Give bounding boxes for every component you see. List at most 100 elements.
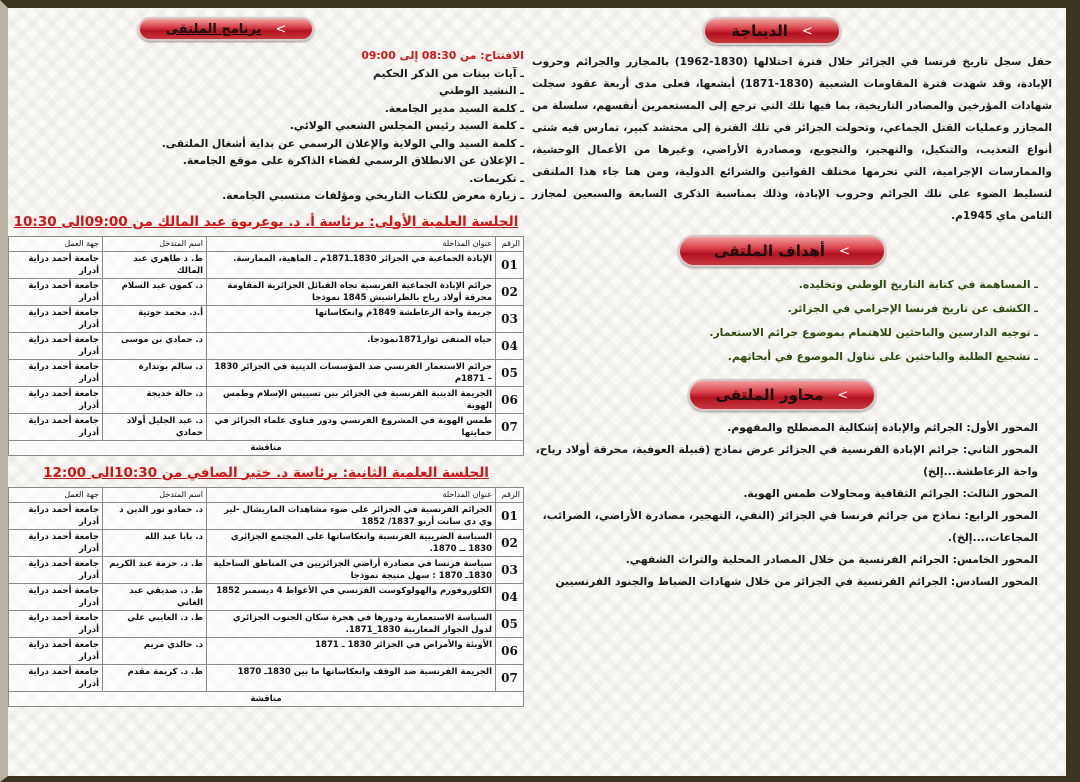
speaker-name: ط. د. كريمة مقدم bbox=[102, 663, 207, 692]
speaker-name: د. عبد الجليل أولاد حمادي bbox=[102, 412, 207, 441]
goals-list: ـ المساهمة في كتابة التاريخ الوطني وتخلي… bbox=[532, 273, 1038, 369]
discussion-label: مناقشة bbox=[8, 439, 524, 456]
table-row: 07 طمس الهوية في المشروع الفرنسي ودور فتا… bbox=[8, 412, 524, 441]
talk-title: الإبادة الجماعية في الجزائر 1830ـ1871م ـ… bbox=[206, 250, 496, 279]
row-number: 02 bbox=[495, 528, 524, 557]
table-row: 01 الجرائم الفرنسية في الجزائر على ضوء مش… bbox=[8, 501, 524, 530]
table-row: 02 جرائم الإبادة الجماعية الفرنسية تجاه ا… bbox=[8, 277, 524, 306]
row-number: 01 bbox=[495, 501, 524, 530]
program-heading: > برنامج الملتقى bbox=[138, 17, 314, 41]
talk-title: الجريمة الفرنسية ضد الوقف وانعكاساتها ما… bbox=[206, 663, 496, 692]
session-2-table: الرقم عنوان المداخلة اسم المتدخل جهة العمل 0… bbox=[8, 486, 524, 707]
left-column: > برنامج الملتقى الافتتاح: من 08:30 إلى … bbox=[8, 17, 524, 707]
goal-item: ـ المساهمة في كتابة التاريخ الوطني وتخلي… bbox=[798, 278, 1038, 291]
right-column: > الديباجة حفل سجل تاريخ فرنسا في الجزائ… bbox=[532, 17, 1052, 593]
talk-title: سياسة فرنسا في مصادرة أراضي الجزائريين ف… bbox=[206, 555, 496, 584]
opening-time: الافتتاح: من 08:30 إلى 09:00 bbox=[361, 49, 524, 62]
row-number: 07 bbox=[495, 663, 524, 692]
talk-title: الأوبئة والأمراض في الجزائر 1830 ـ 1871 bbox=[206, 636, 496, 665]
discussion-row: مناقشة bbox=[8, 690, 524, 707]
program-title: برنامج الملتقى bbox=[165, 21, 262, 37]
institution: جامعة أحمد دراية أدرار bbox=[8, 358, 103, 387]
speaker-name: ط. د. حرمة عبد الكريم bbox=[102, 555, 207, 584]
col-institution: جهة العمل bbox=[8, 235, 103, 252]
institution: جامعة أحمد دراية أدرار bbox=[8, 582, 103, 611]
program-item: ـ كلمة السيد مدير الجامعة. bbox=[384, 101, 524, 115]
talk-title: جريمة واحة الزعاطشة 1849م وانعكاساتها bbox=[206, 304, 496, 333]
row-number: 04 bbox=[495, 331, 524, 360]
talk-title: السياسة الاستعمارية ودورها في هجرة سكان … bbox=[206, 609, 496, 638]
institution: جامعة أحمد دراية أدرار bbox=[8, 528, 103, 557]
institution: جامعة أحمد دراية أدرار bbox=[8, 304, 103, 333]
talk-title: جرائم الإبادة الجماعية الفرنسية تجاه الق… bbox=[206, 277, 496, 306]
goal-item: ـ تشجيع الطلبة والباحثين على تناول الموض… bbox=[727, 350, 1038, 363]
table-row: 05 جرائم الاستعمار الفرنسي ضد المؤسسات ال… bbox=[8, 358, 524, 387]
table-row: 04 حياة المنفى ثوار1871نموذجا. د. حمادي بن… bbox=[8, 331, 524, 360]
institution: جامعة أحمد دراية أدرار bbox=[8, 663, 103, 692]
row-number: 06 bbox=[495, 636, 524, 665]
row-number: 05 bbox=[495, 358, 524, 387]
col-institution: جهة العمل bbox=[8, 486, 103, 503]
session-1-table: الرقم عنوان المداخلة اسم المتدخل جهة العمل 0… bbox=[8, 235, 524, 456]
axis-item: المحور الثالث: الجرائم الثقافية ومحاولات… bbox=[743, 487, 1038, 500]
col-speaker: اسم المتدخل bbox=[102, 235, 207, 252]
speaker-name: د. سالم بوتدارة bbox=[102, 358, 207, 387]
goal-item: ـ الكشف عن تاريخ فرنسا الإجرامي في الجزا… bbox=[787, 302, 1038, 315]
discussion-row: مناقشة bbox=[8, 439, 524, 456]
col-title: عنوان المداخلة bbox=[206, 486, 496, 503]
program-item: ـ زيارة معرض للكتاب التاريخي ومؤلفات منت… bbox=[222, 189, 524, 202]
speaker-name: أ.د. محمد حوتية bbox=[102, 304, 207, 333]
preamble-text: حفل سجل تاريخ فرنسا في الجزائر خلال فترة… bbox=[532, 56, 1052, 222]
program-item: ـ كلمة السيد رئيس المجلس الشعبي الولائي. bbox=[289, 119, 524, 132]
talk-title: الجرائم الفرنسية في الجزائر على ضوء مشاه… bbox=[206, 501, 496, 530]
institution: جامعة أحمد دراية أدرار bbox=[8, 501, 103, 530]
program-item: ـ آيات بينات من الذكر الحكيم bbox=[373, 66, 524, 80]
speaker-name: د. خالدي مريم bbox=[102, 636, 207, 665]
col-num: الرقم bbox=[495, 235, 524, 252]
institution: جامعة أحمد دراية أدرار bbox=[8, 250, 103, 279]
preamble-title: الديباجة bbox=[731, 22, 788, 40]
speaker-name: ط. د. صديقي عبد الغاني bbox=[102, 582, 207, 611]
table-row: 03 جريمة واحة الزعاطشة 1849م وانعكاساتها أ… bbox=[8, 304, 524, 333]
row-number: 04 bbox=[495, 582, 524, 611]
session-1-title: الجلسة العلمية الأولى: برئاسة أ. د. بوعر… bbox=[13, 213, 519, 230]
chevron-right-icon: > bbox=[275, 21, 287, 37]
axis-item: المحور الرابع: نماذج من جرائم فرنسا في ا… bbox=[542, 509, 1038, 544]
talk-title: حياة المنفى ثوار1871نموذجا. bbox=[206, 331, 496, 360]
goals-title: أهداف الملتقى bbox=[714, 242, 826, 260]
axes-heading: > محاور الملتقى bbox=[688, 379, 876, 411]
talk-title: جرائم الاستعمار الفرنسي ضد المؤسسات الدي… bbox=[206, 358, 496, 387]
talk-title: الجريمة الدينية الفرنسية في الجزائر بين … bbox=[206, 385, 496, 414]
institution: جامعة أحمد دراية أدرار bbox=[8, 636, 103, 665]
program-list: الافتتاح: من 08:30 إلى 09:00 ـ آيات بينا… bbox=[8, 47, 524, 205]
axis-item: المحور الثاني: جرائم الإبادة الفرنسية في… bbox=[535, 443, 1038, 478]
table-row: 07 الجريمة الفرنسية ضد الوقف وانعكاساتها … bbox=[8, 663, 524, 692]
row-number: 03 bbox=[495, 304, 524, 333]
institution: جامعة أحمد دراية أدرار bbox=[8, 277, 103, 306]
preamble-heading: > الديباجة bbox=[703, 17, 841, 45]
col-num: الرقم bbox=[495, 486, 524, 503]
institution: جامعة أحمد دراية أدرار bbox=[8, 331, 103, 360]
program-item: ـ كلمة السيد والي الولاية والإعلان الرسم… bbox=[161, 136, 524, 150]
talk-title: طمس الهوية في المشروع الفرنسي ودور فتاوى… bbox=[206, 412, 496, 441]
col-speaker: اسم المتدخل bbox=[102, 486, 207, 503]
table-row: 02 السياسة الضريبية الفرنسية وانعكاساتها … bbox=[8, 528, 524, 557]
table-row: 06 الأوبئة والأمراض في الجزائر 1830 ـ 187… bbox=[8, 636, 524, 665]
axes-list: المحور الأول: الجرائم والإبادة إشكالية ا… bbox=[532, 417, 1038, 593]
chevron-right-icon: > bbox=[839, 243, 850, 259]
axes-title: محاور الملتقى bbox=[715, 386, 824, 404]
chevron-right-icon: > bbox=[837, 387, 849, 403]
goal-item: ـ توجيه الدارسين والباحثين للاهتمام بموض… bbox=[709, 326, 1038, 339]
speaker-name: د. حمادي بن موسى bbox=[102, 331, 207, 360]
speaker-name: د. كمون عبد السلام bbox=[102, 277, 207, 306]
speaker-name: ط. د. العايبي علي bbox=[102, 609, 207, 638]
session-2-title: الجلسة العلمية الثانية: برئاسة د. ختير ا… bbox=[43, 464, 489, 481]
speaker-name: د. حالة خديجة bbox=[102, 385, 207, 414]
program-item: ـ تكريمات. bbox=[469, 171, 524, 185]
col-title: عنوان المداخلة bbox=[206, 235, 496, 252]
chevron-right-icon: > bbox=[801, 23, 813, 39]
institution: جامعة أحمد دراية أدرار bbox=[8, 412, 103, 441]
institution: جامعة أحمد دراية أدرار bbox=[8, 555, 103, 584]
row-number: 02 bbox=[495, 277, 524, 306]
